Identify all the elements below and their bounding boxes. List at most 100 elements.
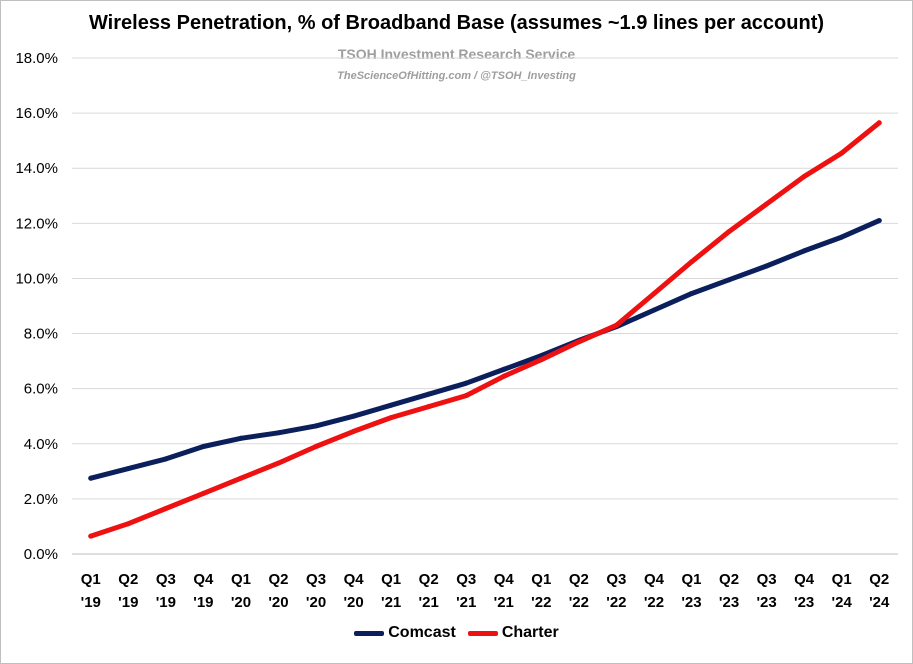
legend-label: Charter	[501, 624, 559, 641]
data-point-charter	[839, 150, 845, 156]
x-tick-label-year: '19	[118, 594, 138, 611]
data-point-charter	[651, 291, 657, 297]
data-point-comcast	[238, 435, 244, 441]
watermark-line2: TheScienceOfHitting.com / @TSOH_Investin…	[337, 70, 576, 82]
x-tick-label-year: '23	[756, 594, 776, 611]
y-tick-label: 0.0%	[24, 546, 58, 563]
data-point-comcast	[876, 218, 882, 224]
x-tick-label-year: '19	[81, 594, 101, 611]
x-tick-label-year: '20	[306, 594, 326, 611]
data-point-comcast	[651, 307, 657, 313]
data-point-charter	[689, 259, 694, 265]
legend-item-comcast: Comcast	[354, 624, 456, 642]
x-tick-label-year: '20	[343, 594, 363, 611]
x-tick-label-year: '19	[156, 594, 176, 611]
data-point-charter	[726, 229, 732, 235]
x-tick-label: Q2	[268, 571, 288, 588]
x-tick-label: Q3	[306, 571, 326, 588]
y-tick-label: 4.0%	[24, 436, 58, 453]
data-point-comcast	[501, 366, 507, 372]
x-tick-label: Q2	[419, 571, 439, 588]
x-tick-label: Q4	[344, 571, 365, 588]
data-point-comcast	[200, 444, 206, 450]
y-tick-label: 16.0%	[15, 105, 58, 122]
x-tick-label: Q3	[456, 571, 476, 588]
data-point-charter	[501, 373, 507, 379]
data-point-comcast	[726, 277, 732, 283]
x-tick-label: Q3	[606, 571, 626, 588]
x-tick-label: Q1	[231, 571, 251, 588]
data-point-comcast	[351, 413, 357, 419]
x-tick-label: Q1	[81, 571, 101, 588]
data-point-charter	[351, 428, 357, 434]
y-tick-label: 8.0%	[24, 326, 58, 343]
x-tick-label-year: '22	[531, 594, 551, 611]
data-point-comcast	[801, 248, 807, 254]
data-point-comcast	[426, 391, 432, 397]
data-point-charter	[576, 339, 582, 345]
chart-title: Wireless Penetration, % of Broadband Bas…	[88, 12, 825, 34]
data-point-comcast	[764, 263, 770, 269]
data-point-charter	[200, 490, 206, 496]
data-point-comcast	[388, 402, 394, 408]
x-tick-label-year: '24	[832, 594, 853, 611]
x-tick-label: Q1	[681, 571, 701, 588]
x-tick-label-year: '21	[456, 594, 476, 611]
data-point-charter	[538, 357, 544, 363]
legend-swatch	[467, 630, 498, 636]
x-tick-label: Q1	[381, 571, 401, 588]
data-point-charter	[163, 506, 169, 512]
legend-swatch	[354, 630, 385, 636]
data-point-charter	[463, 393, 469, 399]
data-point-charter	[313, 444, 319, 450]
data-point-charter	[388, 415, 394, 421]
data-point-charter	[613, 322, 619, 328]
x-tick-label-year: '23	[719, 594, 739, 611]
x-tick-label-year: '21	[419, 594, 439, 611]
x-tick-label-year: '20	[268, 594, 288, 611]
x-tick-label-year: '21	[381, 594, 401, 611]
x-tick-label-year: '23	[794, 594, 814, 611]
data-point-charter	[801, 173, 807, 179]
x-tick-label: Q2	[869, 571, 889, 588]
legend: Comcast Charter	[0, 624, 913, 642]
x-tick-label: Q4	[494, 571, 515, 588]
x-tick-label-year: '22	[606, 594, 626, 611]
x-tick-label-year: '22	[569, 594, 589, 611]
x-tick-label: Q4	[644, 571, 665, 588]
y-tick-label: 12.0%	[15, 215, 58, 232]
data-point-comcast	[125, 466, 131, 472]
data-point-charter	[764, 201, 770, 207]
data-point-charter	[238, 475, 244, 481]
data-point-comcast	[163, 456, 169, 462]
data-point-charter	[426, 404, 432, 410]
x-tick-label-year: '19	[193, 594, 213, 611]
x-tick-label: Q1	[531, 571, 551, 588]
data-point-charter	[276, 460, 281, 466]
data-point-comcast	[313, 423, 319, 429]
x-tick-label: Q2	[118, 571, 138, 588]
x-tick-label: Q4	[193, 571, 214, 588]
x-tick-label-year: '20	[231, 594, 251, 611]
series-line-charter	[88, 120, 882, 539]
x-tick-label: Q2	[719, 571, 739, 588]
y-tick-label: 6.0%	[24, 381, 58, 398]
x-tick-label: Q1	[832, 571, 852, 588]
data-point-charter	[88, 533, 94, 539]
data-point-comcast	[88, 475, 94, 481]
data-point-comcast	[689, 291, 694, 297]
y-tick-label: 2.0%	[24, 491, 58, 508]
x-tick-label: Q3	[156, 571, 176, 588]
series-line-comcast	[88, 218, 882, 481]
data-point-charter	[876, 120, 882, 126]
x-tick-label: Q4	[794, 571, 815, 588]
x-tick-label-year: '23	[681, 594, 701, 611]
y-tick-label: 14.0%	[15, 160, 58, 177]
y-tick-label: 10.0%	[15, 270, 58, 287]
x-tick-label-year: '22	[644, 594, 664, 611]
x-tick-label-year: '21	[494, 594, 514, 611]
y-tick-label: 18.0%	[15, 50, 58, 67]
x-tick-label-year: '24	[869, 594, 890, 611]
